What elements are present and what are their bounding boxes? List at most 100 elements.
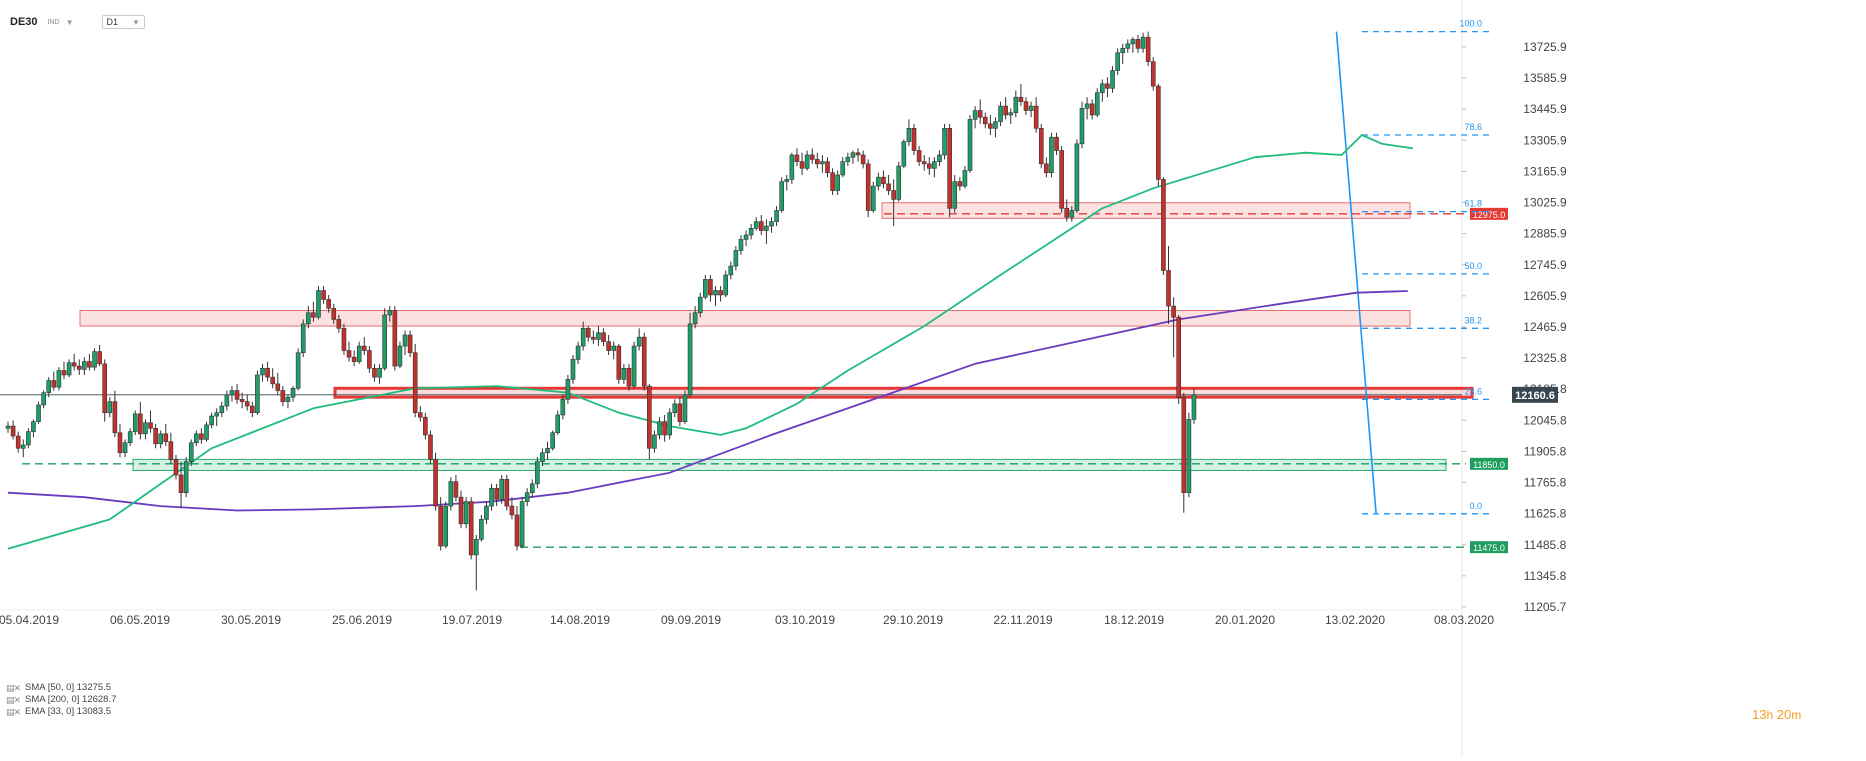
symbol-dropdown-icon[interactable]: ▼	[65, 17, 74, 27]
candle-body	[667, 412, 673, 436]
resistance-zone	[881, 202, 1411, 219]
fib-swing-line	[1335, 31, 1377, 514]
candle-body	[759, 221, 764, 231]
candle-body	[993, 121, 998, 129]
candle-body	[199, 433, 204, 440]
candle-countdown: 13h 20m	[1752, 707, 1801, 722]
candle-body	[677, 403, 683, 422]
candle-body	[596, 332, 601, 340]
candle-body	[1013, 96, 1019, 114]
y-tick-label: 11765.8	[1524, 476, 1567, 490]
candle-body	[468, 501, 474, 556]
fib-level-label: 100.0	[1459, 19, 1482, 29]
symbol-type-label: IND	[47, 18, 60, 26]
candle-body	[36, 404, 41, 422]
candle-body	[514, 514, 520, 547]
y-tick-label: 12465.9	[1523, 320, 1567, 334]
candle-body	[1181, 396, 1187, 494]
candle-body	[1140, 36, 1146, 49]
candle-body	[855, 152, 861, 156]
candle-body	[367, 350, 372, 369]
candle-body	[570, 359, 576, 380]
candle-body	[621, 367, 627, 380]
candle-body	[524, 492, 530, 502]
candle-body	[51, 380, 57, 388]
timeframe-select[interactable]: D1 ▼	[101, 15, 145, 29]
candle-body	[560, 399, 566, 416]
indicator-settings-icon[interactable]: ▤✕	[6, 695, 21, 705]
sma200-line	[7, 290, 1408, 512]
fib-level-label: 50.0	[1464, 261, 1482, 271]
candle-body	[1150, 61, 1156, 87]
candle-body	[92, 351, 97, 368]
fib-level-label: 38.2	[1464, 315, 1482, 325]
candle-body	[692, 312, 698, 325]
candle-body	[682, 394, 688, 422]
candle-body	[881, 176, 886, 185]
candle-body	[153, 427, 158, 445]
candle-body	[280, 390, 286, 402]
candle-body	[265, 367, 270, 378]
current-price-badge	[1512, 386, 1558, 403]
candle-body	[433, 459, 438, 507]
candle-body	[204, 424, 209, 440]
candle-body	[387, 310, 393, 316]
y-tick-label: 12325.8	[1523, 351, 1567, 365]
candle-body	[1105, 83, 1110, 89]
candle-body	[718, 290, 723, 296]
candle-body	[331, 307, 337, 320]
candle-body	[815, 159, 820, 165]
candle-body	[295, 352, 301, 389]
candle-body	[163, 433, 169, 442]
symbol-label[interactable]: DE30	[10, 16, 38, 28]
x-tick-label: 30.05.2019	[221, 613, 281, 627]
candle-body	[219, 405, 225, 414]
candle-body	[611, 345, 617, 351]
candle-body	[753, 221, 759, 229]
candle-body	[178, 474, 184, 494]
candle-body	[71, 362, 77, 367]
candle-body	[285, 396, 291, 402]
candle-body	[733, 250, 739, 267]
candle-body	[697, 296, 703, 314]
candle-body	[565, 379, 571, 400]
countdown-hours: 13	[1752, 707, 1767, 722]
candle-body	[580, 327, 586, 347]
candle-body	[1145, 36, 1151, 62]
x-tick-label: 25.06.2019	[332, 613, 392, 627]
indicator-settings-icon[interactable]: ▤✕	[6, 683, 21, 693]
x-tick-label: 06.05.2019	[110, 613, 170, 627]
x-tick-label: 22.11.2019	[993, 613, 1052, 627]
candle-body	[911, 128, 917, 151]
candle-body	[662, 421, 667, 436]
candle-body	[229, 390, 235, 396]
candle-body	[1018, 96, 1024, 102]
legend-item[interactable]: ▤✕ SMA [50, 0] 13275.5	[6, 682, 116, 694]
candle-body	[504, 479, 510, 507]
candle-body	[764, 225, 769, 231]
candle-body	[158, 433, 163, 445]
legend-label: SMA [200, 0] 12628.7	[25, 694, 117, 705]
candle-body	[921, 161, 927, 165]
candle-body	[601, 332, 606, 342]
indicator-settings-icon[interactable]: ▤✕	[6, 707, 21, 717]
legend-item[interactable]: ▤✕ EMA [33, 0] 13083.5	[6, 706, 116, 718]
candle-body	[46, 380, 52, 394]
candle-body	[402, 334, 408, 347]
candle-body	[876, 176, 881, 187]
candle-body	[988, 123, 993, 129]
candle-body	[1120, 48, 1126, 54]
candle-body	[947, 128, 952, 209]
candle-body	[657, 421, 662, 436]
y-tick-label: 13305.9	[1523, 133, 1567, 147]
candle-body	[723, 274, 728, 296]
candle-body	[397, 345, 403, 367]
candle-body	[631, 345, 637, 387]
y-tick-label: 12745.9	[1523, 258, 1567, 272]
legend-item[interactable]: ▤✕ SMA [200, 0] 12628.7	[6, 694, 116, 706]
candle-body	[728, 265, 734, 276]
sma50-line	[7, 134, 1413, 550]
candle-body	[606, 341, 611, 351]
